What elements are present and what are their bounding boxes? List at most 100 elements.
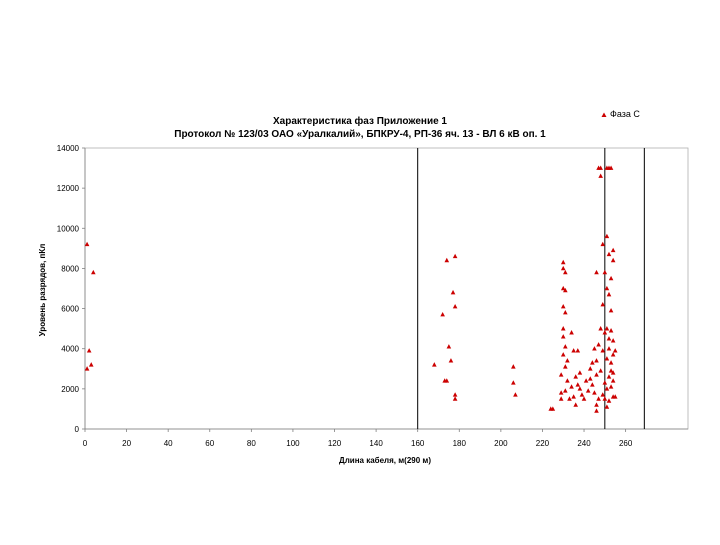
data-point-marker bbox=[585, 388, 591, 393]
data-point-marker bbox=[610, 257, 616, 263]
data-point-marker bbox=[558, 372, 564, 377]
data-point-marker bbox=[610, 370, 616, 375]
x-tick-label: 240 bbox=[577, 439, 591, 448]
data-point-marker bbox=[604, 326, 610, 331]
data-point-marker bbox=[590, 382, 595, 387]
data-point-marker bbox=[575, 382, 581, 387]
data-point-marker bbox=[604, 233, 610, 239]
data-point-marker bbox=[452, 303, 458, 309]
data-point-marker bbox=[565, 358, 570, 363]
data-point-marker bbox=[590, 360, 595, 365]
data-point-marker bbox=[444, 257, 450, 263]
data-point-marker bbox=[560, 285, 566, 291]
y-axis-label: Уровень разрядов, пКл bbox=[38, 244, 47, 337]
data-point-marker bbox=[594, 408, 599, 413]
y-tick-label: 8000 bbox=[61, 264, 79, 273]
y-tick-label: 4000 bbox=[61, 345, 79, 354]
data-point-marker bbox=[592, 390, 597, 395]
x-tick-label: 120 bbox=[328, 439, 342, 448]
data-point-marker bbox=[596, 342, 601, 347]
x-tick-label: 220 bbox=[536, 439, 550, 448]
data-point-marker bbox=[569, 384, 574, 389]
data-point-marker bbox=[602, 330, 608, 335]
data-point-marker bbox=[577, 386, 583, 391]
data-point-marker bbox=[598, 165, 603, 170]
data-point-marker bbox=[602, 380, 608, 385]
data-point-marker bbox=[587, 376, 593, 381]
data-point-marker bbox=[594, 269, 599, 275]
data-point-marker bbox=[598, 326, 603, 331]
data-point-marker bbox=[560, 265, 566, 271]
data-point-marker bbox=[560, 303, 566, 309]
data-point-marker bbox=[563, 388, 568, 393]
data-point-marker bbox=[604, 285, 610, 291]
data-point-marker bbox=[86, 348, 92, 353]
y-tick-label: 10000 bbox=[57, 224, 80, 233]
data-point-marker bbox=[563, 364, 568, 369]
y-tick-label: 6000 bbox=[61, 305, 79, 314]
data-point-marker bbox=[608, 384, 614, 389]
data-points bbox=[84, 165, 618, 413]
data-point-marker bbox=[88, 362, 94, 367]
x-tick-label: 260 bbox=[619, 439, 633, 448]
data-point-marker bbox=[579, 392, 585, 397]
data-point-marker bbox=[608, 360, 614, 365]
data-point-marker bbox=[594, 358, 599, 363]
data-point-marker bbox=[604, 404, 610, 409]
data-point-marker bbox=[581, 396, 587, 401]
x-tick-label: 80 bbox=[247, 439, 256, 448]
legend-marker-icon bbox=[601, 112, 607, 117]
data-point-marker bbox=[558, 390, 564, 395]
x-tick-label: 20 bbox=[122, 439, 131, 448]
data-point-marker bbox=[604, 356, 610, 361]
x-tick-label: 60 bbox=[205, 439, 214, 448]
data-point-marker bbox=[452, 396, 458, 401]
data-point-marker bbox=[563, 309, 568, 315]
data-point-marker bbox=[606, 251, 612, 257]
x-tick-label: 200 bbox=[494, 439, 508, 448]
data-point-marker bbox=[594, 402, 599, 407]
data-point-marker bbox=[610, 352, 616, 357]
x-tick-label: 100 bbox=[286, 439, 300, 448]
data-point-marker bbox=[608, 275, 614, 281]
data-point-marker bbox=[560, 259, 566, 265]
data-point-marker bbox=[432, 362, 437, 367]
data-point-marker bbox=[606, 291, 612, 297]
data-point-marker bbox=[583, 378, 589, 383]
data-point-marker bbox=[612, 348, 618, 353]
data-point-marker bbox=[608, 307, 614, 313]
data-point-marker bbox=[560, 352, 566, 357]
data-point-marker bbox=[573, 402, 579, 407]
data-point-marker bbox=[84, 241, 90, 247]
data-point-marker bbox=[577, 370, 583, 375]
x-tick-label: 140 bbox=[369, 439, 383, 448]
data-point-marker bbox=[571, 394, 576, 399]
x-tick-label: 0 bbox=[83, 439, 88, 448]
data-point-marker bbox=[511, 364, 516, 369]
data-point-marker bbox=[602, 269, 608, 275]
data-point-marker bbox=[513, 392, 518, 397]
data-point-marker bbox=[563, 287, 568, 293]
data-point-marker bbox=[600, 348, 606, 353]
data-point-marker bbox=[448, 358, 454, 363]
data-point-marker bbox=[452, 392, 458, 397]
y-tick-label: 12000 bbox=[57, 184, 80, 193]
chart-title-line1: Характеристика фаз Приложение 1 bbox=[273, 115, 447, 127]
data-point-marker bbox=[594, 372, 599, 377]
data-point-marker bbox=[571, 348, 576, 353]
data-point-marker bbox=[575, 348, 581, 353]
data-point-marker bbox=[606, 398, 612, 403]
data-point-marker bbox=[606, 336, 612, 341]
data-point-marker bbox=[84, 366, 90, 371]
data-point-marker bbox=[592, 346, 597, 351]
data-point-marker bbox=[610, 338, 616, 343]
data-point-marker bbox=[608, 368, 614, 373]
plot-area-frame bbox=[84, 147, 689, 430]
data-point-marker bbox=[587, 366, 593, 371]
data-point-marker bbox=[563, 269, 568, 275]
data-point-marker bbox=[450, 289, 456, 295]
data-point-marker bbox=[610, 247, 616, 253]
y-tick-label: 2000 bbox=[61, 385, 79, 394]
data-point-marker bbox=[560, 334, 566, 339]
